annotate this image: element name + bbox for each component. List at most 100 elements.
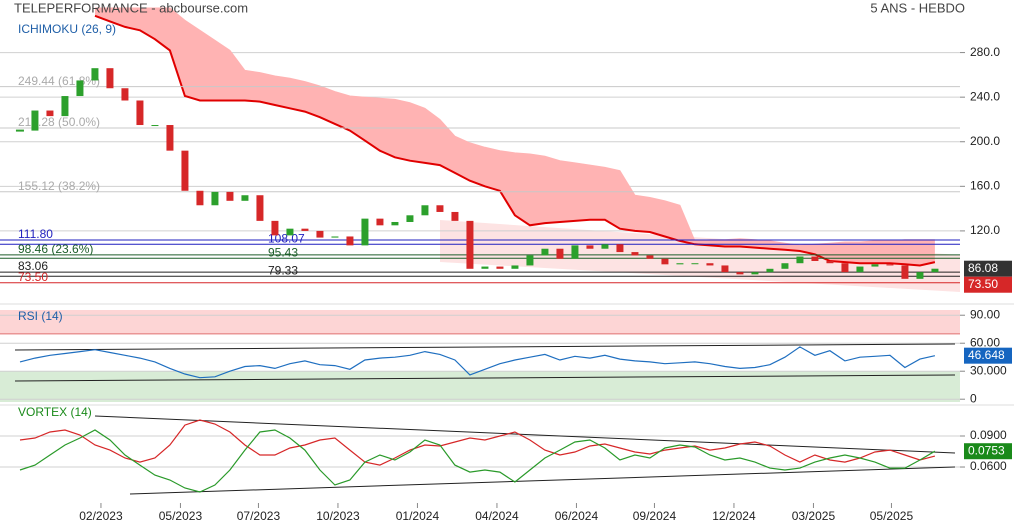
candle [886, 264, 894, 266]
x-tick-label: 04/2024 [475, 509, 519, 523]
y-tick-label: 240.0 [970, 89, 1000, 103]
candle [466, 220, 474, 269]
trend-line [14, 343, 956, 351]
candle [406, 215, 414, 222]
candle [496, 266, 504, 269]
candle [136, 100, 144, 126]
value-box [964, 443, 1012, 460]
level-label: 95.43 [268, 245, 298, 259]
y-tick-label: 60.00 [970, 335, 1000, 349]
candle [166, 125, 174, 151]
level-label: 111.80 [18, 227, 53, 241]
candle [676, 263, 684, 265]
candle [361, 218, 369, 246]
value-box-label: 73.50 [968, 277, 998, 291]
candle [391, 221, 399, 226]
cloud-lower-line [94, 14, 936, 267]
series-line [19, 346, 936, 379]
value-box [964, 260, 1012, 277]
x-tick-label: 05/2025 [870, 509, 914, 523]
level-label: 83.06 [18, 259, 48, 273]
y-tick-label: 0.0600 [970, 459, 1007, 473]
candle [856, 266, 864, 273]
candle [916, 272, 924, 279]
y-tick-label: 160.0 [970, 178, 1000, 192]
x-tick-label: 03/2025 [792, 509, 836, 523]
candle [586, 245, 594, 249]
overbought-zone [0, 310, 960, 334]
candle [316, 230, 324, 238]
candle [736, 272, 744, 275]
candle [721, 265, 729, 273]
x-tick-label: 10/2023 [316, 509, 360, 523]
candle [61, 96, 69, 117]
candle [451, 211, 459, 221]
value-box-label: 0.0753 [968, 443, 1005, 457]
candle [481, 266, 489, 269]
level-label: 212.28 (50.0%) [18, 115, 100, 129]
x-tick-label: 07/2023 [237, 509, 281, 523]
candle [706, 263, 714, 266]
candle [901, 265, 909, 279]
trend-channel [440, 220, 960, 292]
x-tick-label: 01/2024 [396, 509, 440, 523]
candle [241, 195, 249, 201]
candle [661, 258, 669, 265]
level-label: 98.46 (23.6%) [18, 242, 93, 256]
candle [526, 255, 534, 266]
candle [31, 110, 39, 131]
candle [376, 218, 384, 226]
level-label: 155.12 (38.2%) [18, 179, 100, 193]
level-label: 73.50 [18, 270, 48, 284]
candle [181, 150, 189, 191]
y-tick-label: 0 [970, 391, 977, 405]
x-tick-label: 06/2024 [555, 509, 599, 523]
value-box-label: 86.08 [968, 261, 998, 275]
candle [601, 244, 609, 249]
candle [811, 256, 819, 261]
candle [106, 68, 114, 89]
candle [826, 260, 834, 264]
candle [931, 268, 939, 273]
candle [541, 248, 549, 256]
candle [871, 264, 879, 267]
candle [781, 263, 789, 269]
candle [841, 263, 849, 273]
candle [211, 191, 219, 206]
level-label: 79.33 [268, 263, 298, 277]
candle [571, 245, 579, 259]
y-tick-label: 30.000 [970, 363, 1007, 377]
candle [331, 236, 339, 238]
candle [76, 80, 84, 97]
series-line [19, 429, 936, 493]
trend-line [129, 466, 956, 495]
candle [286, 228, 294, 236]
candle [766, 268, 774, 273]
panel-title: RSI (14) [18, 309, 63, 323]
y-tick-label: 90.00 [970, 307, 1000, 321]
candle [271, 220, 279, 236]
candle [226, 191, 234, 201]
x-tick-label: 05/2023 [159, 509, 203, 523]
candle [151, 125, 159, 127]
level-label: 249.44 (61.8%) [18, 74, 100, 88]
y-tick-label: 200.0 [970, 134, 1000, 148]
candle [511, 265, 519, 269]
candle [46, 110, 54, 117]
candle [691, 263, 699, 265]
candle [256, 195, 264, 221]
trend-line [94, 415, 956, 454]
background [0, 220, 1014, 406]
y-tick-label: 120.0 [970, 223, 1000, 237]
candle [796, 256, 804, 264]
y-tick-label: 280.0 [970, 45, 1000, 59]
candle [196, 190, 204, 206]
value-box [964, 347, 1012, 364]
candle [121, 88, 129, 101]
value-box [964, 276, 1012, 293]
header-title: TELEPERFORMANCE - abcbourse.com [14, 0, 248, 15]
candle [421, 205, 429, 216]
candle [91, 68, 99, 81]
